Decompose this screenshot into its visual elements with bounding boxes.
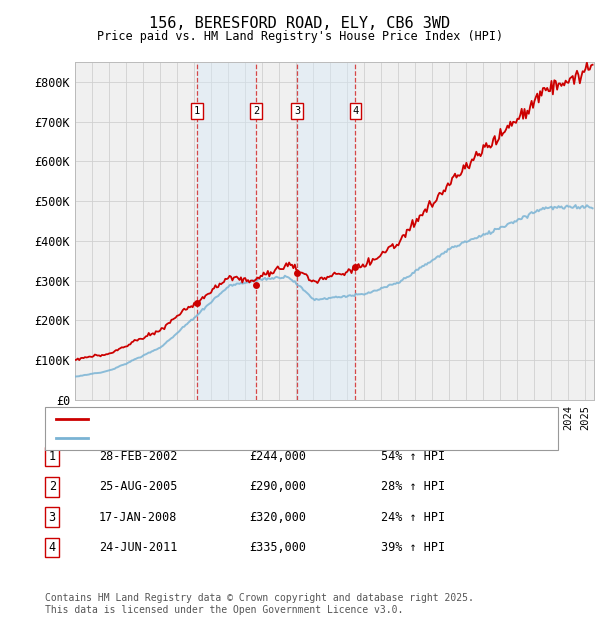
Bar xyxy=(197,62,256,400)
Text: 2: 2 xyxy=(253,106,259,116)
Text: 24% ↑ HPI: 24% ↑ HPI xyxy=(381,511,445,523)
Text: 156, BERESFORD ROAD, ELY, CB6 3WD: 156, BERESFORD ROAD, ELY, CB6 3WD xyxy=(149,16,451,30)
Bar xyxy=(297,62,355,400)
Text: 1: 1 xyxy=(194,106,200,116)
Text: 39% ↑ HPI: 39% ↑ HPI xyxy=(381,541,445,554)
Text: £290,000: £290,000 xyxy=(249,480,306,493)
Text: 3: 3 xyxy=(49,511,56,523)
Text: Contains HM Land Registry data © Crown copyright and database right 2025.
This d: Contains HM Land Registry data © Crown c… xyxy=(45,593,474,615)
Text: 25-AUG-2005: 25-AUG-2005 xyxy=(99,480,178,493)
Text: 54% ↑ HPI: 54% ↑ HPI xyxy=(381,450,445,463)
Text: 28% ↑ HPI: 28% ↑ HPI xyxy=(381,480,445,493)
Text: 3: 3 xyxy=(294,106,300,116)
Text: 4: 4 xyxy=(49,541,56,554)
Text: 28-FEB-2002: 28-FEB-2002 xyxy=(99,450,178,463)
Text: 156, BERESFORD ROAD, ELY, CB6 3WD (detached house): 156, BERESFORD ROAD, ELY, CB6 3WD (detac… xyxy=(95,414,433,423)
Text: £244,000: £244,000 xyxy=(249,450,306,463)
Text: £335,000: £335,000 xyxy=(249,541,306,554)
Text: 2: 2 xyxy=(49,480,56,493)
Text: 4: 4 xyxy=(352,106,359,116)
Text: 1: 1 xyxy=(49,450,56,463)
Text: 17-JAN-2008: 17-JAN-2008 xyxy=(99,511,178,523)
Text: Price paid vs. HM Land Registry's House Price Index (HPI): Price paid vs. HM Land Registry's House … xyxy=(97,30,503,43)
Text: £320,000: £320,000 xyxy=(249,511,306,523)
Text: HPI: Average price, detached house, East Cambridgeshire: HPI: Average price, detached house, East… xyxy=(95,433,467,443)
Text: 24-JUN-2011: 24-JUN-2011 xyxy=(99,541,178,554)
